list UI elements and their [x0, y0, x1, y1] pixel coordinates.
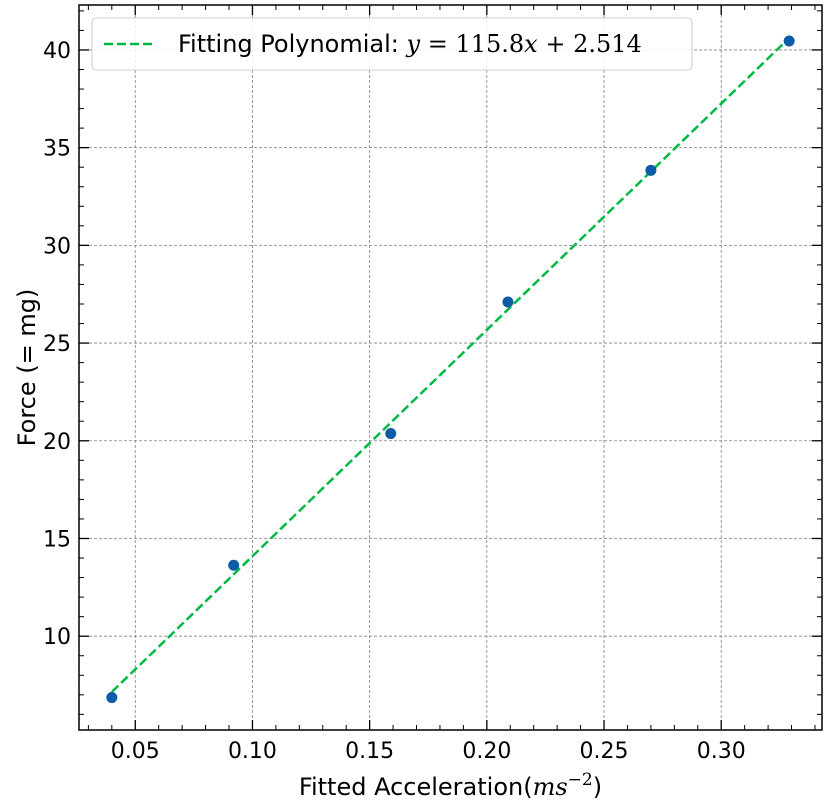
- data-point: [106, 692, 118, 704]
- x-tick-label: 0.30: [697, 739, 746, 764]
- tick-labels: 0.05 0.10 0.15 0.20 0.25 0.30 10 15 20 25 30 35 40: [43, 39, 746, 764]
- y-tick-label: 35: [43, 137, 71, 162]
- x-tick-label: 0.05: [111, 739, 160, 764]
- fit-line: [110, 37, 791, 693]
- points-layer: [106, 35, 795, 704]
- data-point: [645, 164, 657, 176]
- fit-layer: [110, 37, 791, 693]
- ticks: [79, 5, 822, 730]
- data-point: [385, 428, 397, 440]
- y-tick-label: 25: [43, 332, 71, 357]
- data-point: [783, 35, 795, 47]
- legend: Fitting Polynomial: y = 115.8x + 2.514: [91, 17, 693, 71]
- x-tick-label: 0.25: [580, 739, 629, 764]
- x-tick-label: 0.10: [228, 739, 277, 764]
- x-tick-label: 0.15: [345, 739, 394, 764]
- y-tick-label: 15: [43, 527, 71, 552]
- plot-frame: [78, 4, 823, 731]
- x-axis-label: Fitted Acceleration(ms−2): [299, 770, 602, 801]
- y-tick-label: 10: [43, 625, 71, 650]
- y-tick-label: 40: [43, 39, 71, 64]
- legend-box: [91, 17, 693, 71]
- y-tick-label: 30: [43, 234, 71, 259]
- data-point: [502, 296, 514, 308]
- data-point: [228, 559, 240, 571]
- y-tick-label: 20: [43, 430, 71, 455]
- y-axis-label: Force (= mg): [13, 289, 41, 447]
- legend-entry-fit: Fitting Polynomial: y = 115.8x + 2.514: [178, 30, 642, 58]
- x-tick-label: 0.20: [462, 739, 511, 764]
